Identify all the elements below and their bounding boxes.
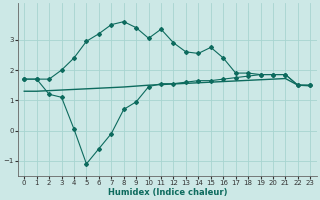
X-axis label: Humidex (Indice chaleur): Humidex (Indice chaleur) [108, 188, 227, 197]
